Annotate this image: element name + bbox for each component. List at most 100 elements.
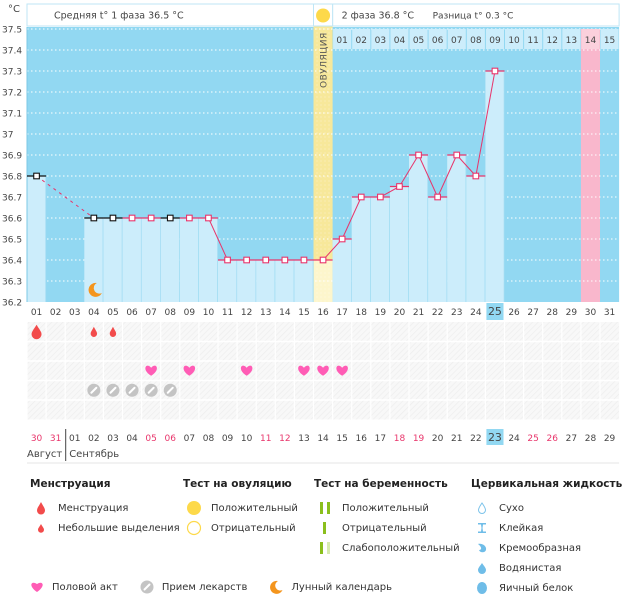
temperature-difference: Разница t° 0.3 °C xyxy=(433,12,514,22)
temperature-point xyxy=(224,256,231,264)
legend-title: Тест на овуляцию xyxy=(183,478,292,490)
legend-item-dry: Сухо xyxy=(471,498,622,518)
legend-label: Отрицательный xyxy=(211,522,296,534)
water-drop-icon xyxy=(471,562,493,574)
x-tick-label: 10 xyxy=(203,308,215,318)
temperature-bar xyxy=(275,260,294,302)
temperature-bar xyxy=(84,218,103,302)
calendar-date: 29 xyxy=(604,434,616,444)
pill-icon xyxy=(140,580,154,594)
temperature-bar xyxy=(256,260,275,302)
phase2-day-label: 10 xyxy=(508,36,520,46)
heart-icon xyxy=(30,581,44,593)
phase2-day-label: 11 xyxy=(527,36,538,46)
temperature-bar xyxy=(103,218,122,302)
temperature-point xyxy=(338,235,346,243)
calendar-date: 19 xyxy=(413,434,425,444)
legend-ovulation-test: Тест на овуляцию Положительный Отрицател… xyxy=(183,478,298,538)
calendar-date: 26 xyxy=(547,434,559,444)
calendar-date: 06 xyxy=(165,434,177,444)
x-tick-label: 25 xyxy=(488,305,502,318)
moon-icon xyxy=(88,282,102,297)
x-tick-label: 19 xyxy=(375,308,387,318)
phase2-day-cell xyxy=(409,29,428,49)
phase2-day-cell xyxy=(352,29,371,49)
calendar-date: 18 xyxy=(394,434,406,444)
x-tick-label: 17 xyxy=(336,308,347,318)
temperature-point xyxy=(357,193,365,201)
x-tick-label: 11 xyxy=(222,308,233,318)
heart-icon xyxy=(145,365,157,376)
temperature-line-segment xyxy=(322,238,343,261)
phase2-day-label: 01 xyxy=(336,36,347,46)
calendar-date: 01 xyxy=(69,434,80,444)
ovulation-dots xyxy=(313,4,333,302)
temperature-point xyxy=(300,256,308,264)
phase2-day-cell xyxy=(505,29,524,49)
y-axis-unit: °C xyxy=(8,4,20,15)
calendar-date: 03 xyxy=(107,434,118,444)
legend-item-positive: Положительный xyxy=(183,498,298,518)
hourglass-icon xyxy=(471,522,493,534)
phase2-day-label: 05 xyxy=(413,36,424,46)
phase2-day-cell xyxy=(447,29,466,49)
legend-label: Клейкая xyxy=(499,522,544,534)
temperature-line-segment xyxy=(437,154,458,198)
legend-item-negative: Отрицательный xyxy=(183,518,298,538)
phase2-day-cell xyxy=(485,29,504,49)
temperature-bar xyxy=(428,197,447,302)
temperature-bar xyxy=(237,260,256,302)
x-tick-label: 26 xyxy=(508,308,520,318)
legend-title: Цервикальная жидкость xyxy=(471,478,623,490)
calendar-date: 11 xyxy=(260,434,271,444)
x-tick-label: 14 xyxy=(279,308,291,318)
y-tick-label: 37.1 xyxy=(2,110,22,120)
calendar-date: 16 xyxy=(356,434,368,444)
phase2-day-label: 12 xyxy=(547,36,558,46)
y-tick-label: 36.8 xyxy=(2,173,22,183)
legend-item-positive: Положительный xyxy=(314,498,460,518)
calendar-date: 08 xyxy=(203,434,215,444)
x-tick-label: 12 xyxy=(241,308,252,318)
x-tick-label: 31 xyxy=(604,308,615,318)
legend-label: Положительный xyxy=(342,502,429,514)
phase2-day-label: 09 xyxy=(489,36,501,46)
legend-item-menstruation: Менструация xyxy=(30,498,180,518)
legend-label: Менструация xyxy=(58,502,129,514)
x-tick-label: 01 xyxy=(31,308,42,318)
calendar-date: 25 xyxy=(527,434,538,444)
legend-label: Прием лекарств xyxy=(161,581,248,593)
legend-item-spotting: Небольшие выделения xyxy=(30,518,180,538)
calendar-today-highlight xyxy=(486,429,504,445)
temperature-point xyxy=(205,214,212,222)
legend-item-creamy: Кремообразная xyxy=(471,538,622,558)
phase2-day-cell xyxy=(371,29,390,49)
temperature-bar xyxy=(370,197,390,302)
legend-label: Кремообразная xyxy=(499,542,582,554)
temperature-bar xyxy=(485,71,504,302)
calendar-date: 05 xyxy=(145,434,156,444)
calendar-date: 28 xyxy=(585,434,597,444)
temperature-bar xyxy=(198,218,218,302)
x-tick-label: 07 xyxy=(145,308,156,318)
temperature-bar xyxy=(389,186,409,302)
phase2-day-cell xyxy=(581,29,600,49)
legend-item-faint: Слабоположительный xyxy=(314,538,460,558)
phase2-day-label: 04 xyxy=(394,36,406,46)
legend-label: Сухо xyxy=(499,502,524,514)
temperature-bar xyxy=(332,239,352,302)
temperature-point xyxy=(281,256,289,264)
pill-mark xyxy=(109,386,117,394)
calendar-date: 13 xyxy=(298,434,309,444)
calendar-date: 27 xyxy=(566,434,577,444)
empty-drop-icon xyxy=(471,502,493,514)
pill-mark xyxy=(147,386,155,394)
y-tick-label: 37.5 xyxy=(2,26,22,36)
faint-lines-icon xyxy=(314,541,336,555)
x-tick-label: 02 xyxy=(50,308,61,318)
heart-icon xyxy=(336,365,348,376)
egg-white-icon xyxy=(471,581,493,595)
phase2-day-label: 13 xyxy=(566,36,577,46)
temperature-bar xyxy=(27,176,46,302)
x-tick-label: 27 xyxy=(527,308,538,318)
